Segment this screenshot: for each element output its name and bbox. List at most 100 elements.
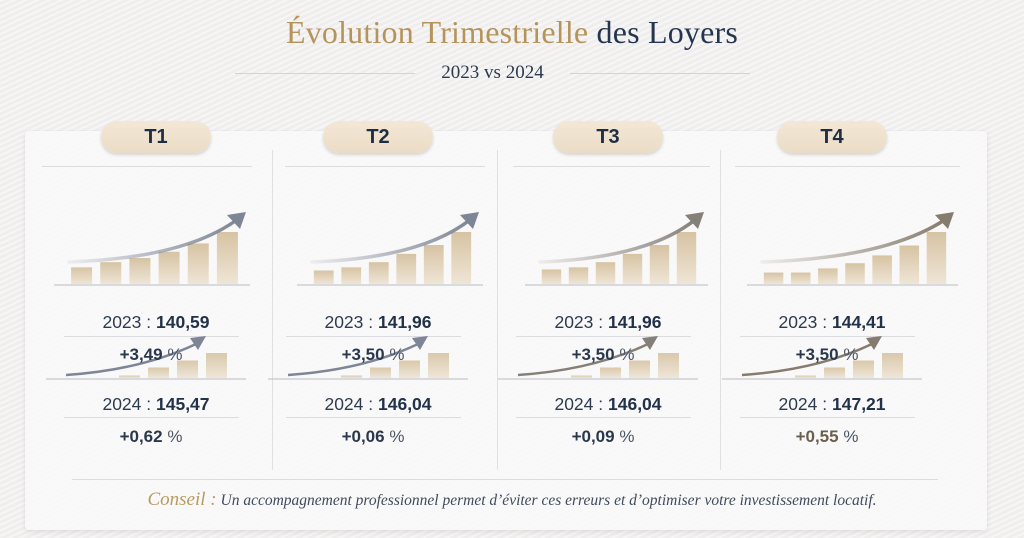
change-2023: +3,50 % — [528, 345, 678, 365]
year-label: 2024 : — [324, 394, 374, 414]
change-2024: +0,62 % — [76, 427, 226, 447]
bar — [541, 269, 562, 284]
value-2024: 2024 : 147,21 — [737, 394, 927, 415]
bar — [148, 367, 169, 378]
bar — [129, 258, 151, 284]
row-rule — [286, 417, 461, 418]
bar — [763, 272, 784, 284]
growth-chart-icon — [54, 212, 250, 286]
arrow-head-icon — [227, 212, 246, 229]
value-2023: 2023 : 141,96 — [513, 312, 703, 333]
trend-arrow-icon — [287, 342, 419, 377]
bar — [899, 245, 920, 284]
change-value: +3,50 — [795, 345, 839, 364]
bar — [423, 245, 444, 284]
page-title: Évolution Trimestrielle des Loyers — [0, 14, 1024, 51]
trend-arrow-icon — [741, 342, 873, 377]
mini-growth-chart-icon — [268, 336, 468, 380]
percent-symbol: % — [843, 427, 859, 446]
column-divider — [272, 150, 273, 470]
footer-text: Un accompagnement professionnel permet d… — [220, 492, 877, 509]
footer-divider — [72, 479, 938, 480]
subtitle-rule-left — [235, 73, 415, 74]
bar — [926, 232, 947, 284]
column-divider — [720, 150, 721, 470]
bar — [119, 375, 140, 378]
quarter-pill: T1 — [101, 121, 211, 153]
percent-symbol: % — [619, 427, 635, 446]
quarter-pill: T2 — [323, 121, 433, 153]
trend-arrow-icon — [538, 217, 698, 264]
subtitle: 2023 vs 2024 — [441, 62, 544, 83]
bar — [595, 262, 616, 284]
bar — [629, 360, 650, 378]
value-2024: 2024 : 146,04 — [283, 394, 473, 415]
bar — [658, 353, 679, 378]
arrow-head-icon — [935, 212, 954, 229]
change-value: +0,06 — [341, 427, 385, 446]
rent-value: 140,59 — [156, 312, 210, 332]
bar — [790, 272, 811, 284]
value-2024: 2024 : 146,04 — [513, 394, 703, 415]
bar — [600, 367, 621, 378]
bar — [368, 262, 389, 284]
bar — [568, 267, 589, 284]
arrow-head-icon — [412, 336, 428, 350]
trend-arrow-icon — [65, 342, 197, 377]
growth-chart-icon — [525, 212, 708, 286]
bar — [882, 353, 903, 378]
bar — [100, 262, 122, 284]
column-divider — [497, 150, 498, 470]
row-rule — [64, 336, 239, 337]
title-highlight: Évolution Trimestrielle — [285, 14, 589, 50]
change-2024: +0,55 % — [752, 427, 902, 447]
bar — [370, 367, 391, 378]
change-value: +3,50 — [571, 345, 615, 364]
bar — [853, 360, 874, 378]
rent-value: 144,41 — [832, 312, 886, 332]
bar — [872, 255, 892, 284]
year-label: 2023 : — [778, 312, 828, 332]
bar — [451, 232, 472, 284]
bar — [845, 263, 865, 284]
arrow-head-icon — [685, 212, 704, 229]
percent-symbol: % — [619, 345, 635, 364]
bar — [622, 253, 643, 284]
percent-symbol: % — [389, 427, 405, 446]
change-2023: +3,50 % — [752, 345, 902, 365]
row-rule — [286, 336, 461, 337]
quarters-card — [25, 131, 987, 530]
value-2024: 2024 : 145,47 — [61, 394, 251, 415]
footer-label: Conseil : — [147, 489, 217, 510]
growth-chart-icon — [747, 212, 958, 286]
year-label: 2023 : — [554, 312, 604, 332]
arrow-head-icon — [866, 336, 882, 350]
change-2024: +0,09 % — [528, 427, 678, 447]
bar — [428, 353, 449, 378]
year-label: 2024 : — [102, 394, 152, 414]
bar — [571, 375, 592, 378]
bar — [187, 243, 209, 284]
bar — [158, 251, 180, 284]
change-2023: +3,49 % — [76, 345, 226, 365]
row-rule — [740, 336, 915, 337]
change-2023: +3,50 % — [298, 345, 448, 365]
change-value: +3,50 — [341, 345, 385, 364]
bar — [676, 232, 697, 284]
year-label: 2024 : — [554, 394, 604, 414]
change-value: +0,55 — [795, 427, 839, 446]
percent-symbol: % — [389, 345, 405, 364]
value-2023: 2023 : 140,59 — [61, 312, 251, 333]
percent-symbol: % — [843, 345, 859, 364]
arrow-head-icon — [642, 336, 658, 350]
rent-value: 141,96 — [608, 312, 662, 332]
quarter-pill: T3 — [553, 121, 663, 153]
arrow-head-icon — [190, 336, 206, 350]
bar — [399, 360, 420, 378]
value-2023: 2023 : 144,41 — [737, 312, 927, 333]
mini-growth-chart-icon — [46, 336, 246, 380]
rent-value: 146,04 — [378, 394, 432, 414]
